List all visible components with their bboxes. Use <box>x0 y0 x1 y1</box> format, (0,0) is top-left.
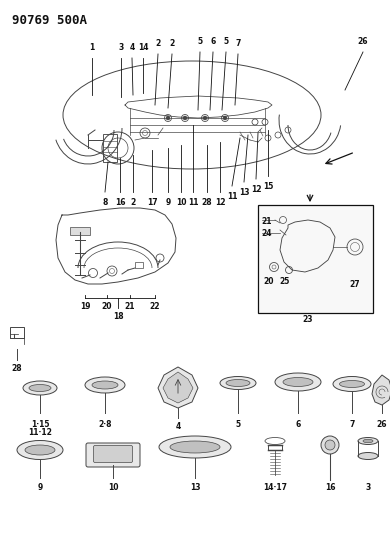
Circle shape <box>183 116 187 120</box>
Circle shape <box>223 116 227 120</box>
Text: 28: 28 <box>202 198 212 207</box>
Bar <box>258 205 373 313</box>
Text: 13: 13 <box>190 483 200 492</box>
Ellipse shape <box>170 441 220 453</box>
Text: 6: 6 <box>295 420 301 429</box>
Text: 10: 10 <box>176 198 186 207</box>
Text: 1·15: 1·15 <box>31 420 49 429</box>
Ellipse shape <box>29 384 51 392</box>
Ellipse shape <box>220 376 256 390</box>
Bar <box>103 134 117 162</box>
Text: 2: 2 <box>155 39 161 48</box>
Text: 9: 9 <box>165 198 171 207</box>
Ellipse shape <box>333 376 371 392</box>
Ellipse shape <box>17 440 63 459</box>
Text: 7: 7 <box>349 420 355 429</box>
Circle shape <box>321 436 339 454</box>
Text: 3: 3 <box>119 43 124 52</box>
Text: 12: 12 <box>215 198 225 207</box>
Text: 13: 13 <box>239 188 249 197</box>
Text: 5: 5 <box>197 37 202 46</box>
Text: 28: 28 <box>12 364 22 373</box>
Text: 1: 1 <box>89 43 95 52</box>
Text: 2: 2 <box>130 198 136 207</box>
Text: 11: 11 <box>227 192 237 201</box>
Ellipse shape <box>85 377 125 393</box>
Text: 11: 11 <box>188 198 198 207</box>
Text: 15: 15 <box>263 182 273 191</box>
Text: 3: 3 <box>365 483 370 492</box>
Bar <box>70 227 90 235</box>
Text: 18: 18 <box>113 312 123 321</box>
Text: 16: 16 <box>325 483 335 492</box>
Ellipse shape <box>275 373 321 391</box>
Text: 9: 9 <box>37 483 43 492</box>
Text: 7: 7 <box>235 39 241 48</box>
Circle shape <box>203 116 207 120</box>
Text: 2·8: 2·8 <box>98 420 112 429</box>
Bar <box>10 327 24 338</box>
Text: 14·17: 14·17 <box>263 483 287 492</box>
Text: 8: 8 <box>102 198 108 207</box>
Ellipse shape <box>358 453 378 459</box>
Text: 4: 4 <box>129 43 135 52</box>
Ellipse shape <box>23 381 57 395</box>
Text: 17: 17 <box>147 198 157 207</box>
FancyBboxPatch shape <box>94 446 133 463</box>
Text: 21: 21 <box>125 302 135 311</box>
Text: 2: 2 <box>169 39 175 48</box>
Text: 26: 26 <box>358 37 368 46</box>
Text: 5: 5 <box>223 37 229 46</box>
Text: 22: 22 <box>150 302 160 311</box>
Bar <box>135 262 143 268</box>
Ellipse shape <box>92 381 118 389</box>
Text: 14: 14 <box>138 43 148 52</box>
Text: 10: 10 <box>108 483 118 492</box>
Text: 26: 26 <box>377 420 387 429</box>
Text: 24: 24 <box>261 230 271 238</box>
Text: 25: 25 <box>280 277 290 286</box>
Ellipse shape <box>159 436 231 458</box>
Text: 11·12: 11·12 <box>28 428 52 437</box>
Polygon shape <box>163 372 193 403</box>
Text: 20: 20 <box>264 277 274 286</box>
Ellipse shape <box>358 438 378 445</box>
Ellipse shape <box>283 377 313 386</box>
Ellipse shape <box>363 439 373 443</box>
Circle shape <box>166 116 170 120</box>
Ellipse shape <box>226 379 250 386</box>
Ellipse shape <box>25 445 55 455</box>
Text: 19: 19 <box>80 302 90 311</box>
Text: 23: 23 <box>303 315 313 324</box>
Text: 16: 16 <box>115 198 125 207</box>
FancyBboxPatch shape <box>86 443 140 467</box>
Text: 27: 27 <box>350 280 360 289</box>
Text: 21: 21 <box>261 216 271 225</box>
Text: 20: 20 <box>102 302 112 311</box>
Polygon shape <box>158 367 198 408</box>
Text: 12: 12 <box>251 185 261 194</box>
Text: 4: 4 <box>176 422 181 431</box>
Text: 5: 5 <box>236 420 241 429</box>
Circle shape <box>325 440 335 450</box>
Polygon shape <box>372 375 390 405</box>
Text: 90769 500A: 90769 500A <box>12 14 87 27</box>
Ellipse shape <box>340 381 365 387</box>
Text: 6: 6 <box>210 37 216 46</box>
